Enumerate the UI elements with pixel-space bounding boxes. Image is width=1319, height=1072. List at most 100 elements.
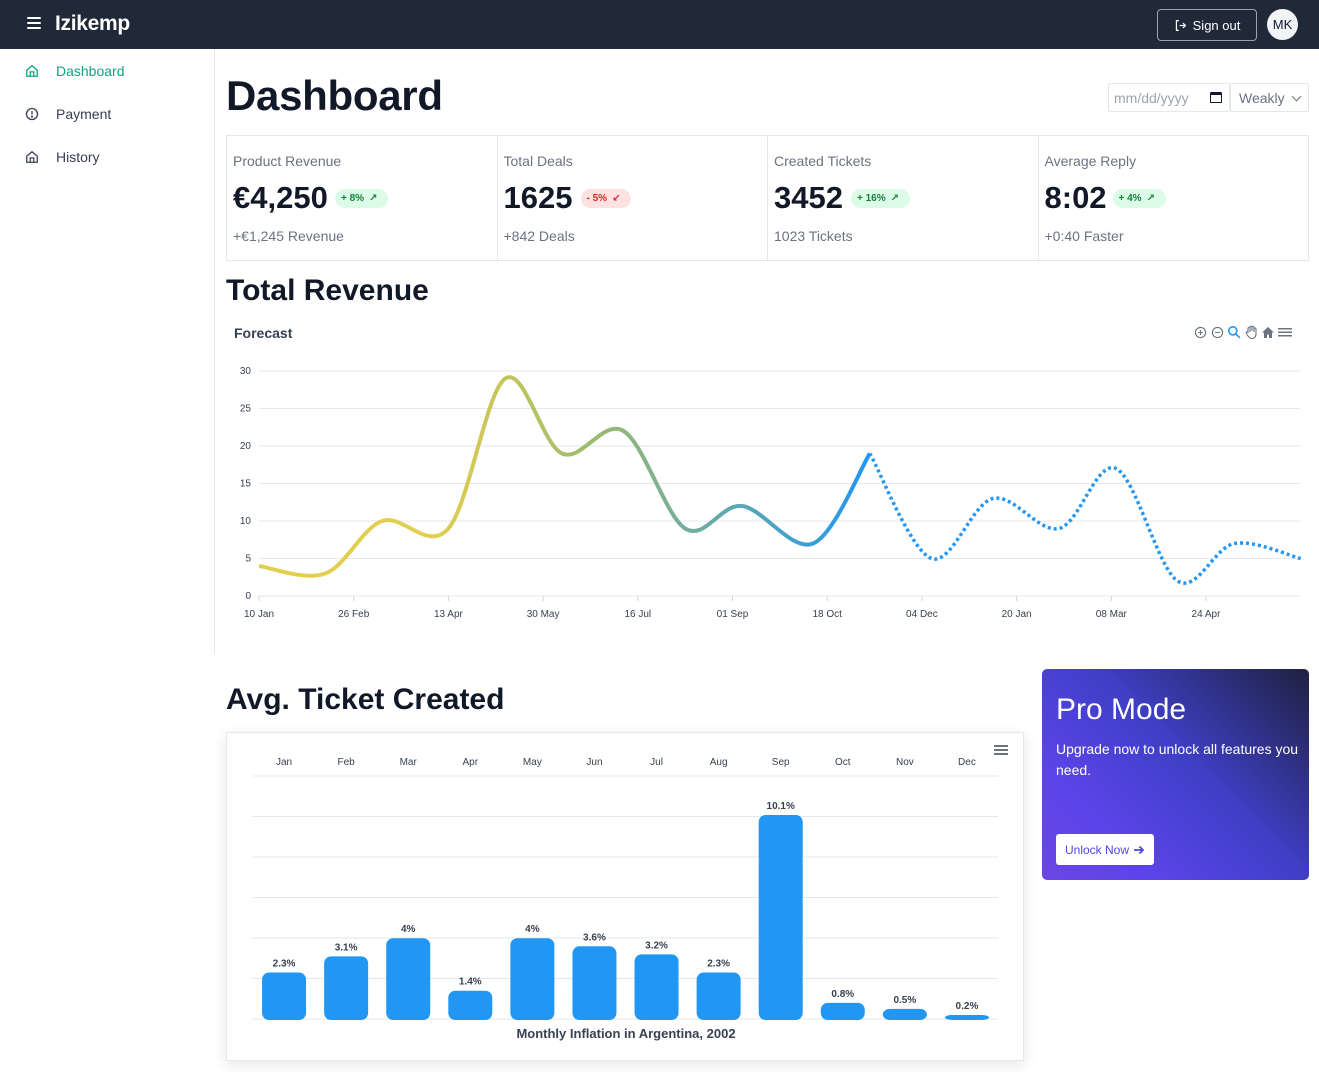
- promo-text: Upgrade now to unlock all features you n…: [1056, 741, 1299, 778]
- data-label: 10.1%: [767, 801, 795, 812]
- x-tick-label: Feb: [338, 757, 356, 768]
- x-tick-label: 10 Jan: [244, 609, 274, 620]
- x-tick-label: 30 May: [527, 609, 560, 620]
- x-tick-label: 08 Mar: [1096, 609, 1128, 620]
- pan-hand-icon[interactable]: [1244, 325, 1258, 339]
- stat-badge: - 5% ↙: [580, 189, 632, 208]
- home-icon: [26, 64, 38, 77]
- x-tick-label: Aug: [710, 757, 728, 768]
- period-select[interactable]: Weakly: [1230, 83, 1309, 112]
- date-input[interactable]: mm/dd/yyyy: [1108, 83, 1230, 112]
- x-tick-label: 01 Sep: [717, 609, 749, 620]
- bar: [820, 1002, 865, 1020]
- magnifier-icon[interactable]: [1227, 325, 1241, 339]
- unlock-now-label: Unlock Now: [1065, 842, 1130, 857]
- chart-toolbar: [1193, 325, 1292, 339]
- data-label: 0.5%: [893, 995, 916, 1006]
- data-label: 2.3%: [707, 959, 730, 970]
- revenue-line-chart[interactable]: 0 5 10 15 20 25 30 10 Jan 26 Feb 13 Apr 30 May 16 J…: [226, 355, 1309, 625]
- x-tick-label: May: [523, 757, 542, 768]
- x-tick-label: Jan: [276, 757, 292, 768]
- stat-card-product-revenue: Product Revenue €4,250 + 8% ↗ +€1,245 Rev…: [227, 136, 498, 260]
- sidebar-item-history[interactable]: History: [25, 146, 100, 168]
- arrow-down-left-icon: ↙: [612, 193, 621, 204]
- ticket-bar-chart[interactable]: Jan 2.3% Feb 3.1% Mar 4% Apr 1.4% May 4% Jun 3.6% Ju…: [227, 733, 1025, 1062]
- bar: [386, 938, 431, 1020]
- stat-value: 1625: [503, 180, 573, 215]
- stat-label: Created Tickets: [774, 153, 872, 169]
- bar: [696, 972, 741, 1020]
- hamburger-menu-icon[interactable]: [27, 17, 41, 31]
- data-label: 4%: [525, 924, 540, 935]
- stat-value: 8:02: [1044, 180, 1107, 215]
- y-tick-label: 25: [240, 404, 252, 415]
- arrow-up-right-icon: ↗: [1146, 193, 1155, 204]
- y-tick-label: 15: [240, 479, 252, 490]
- stat-badge: + 16% ↗: [851, 189, 911, 208]
- bar: [448, 990, 493, 1020]
- y-tick-label: 30: [240, 366, 252, 377]
- stat-label: Average Reply: [1044, 153, 1137, 169]
- revenue-forecast-line: [868, 452, 1302, 585]
- date-placeholder: mm/dd/yyyy: [1114, 89, 1189, 106]
- y-tick-label: 0: [245, 591, 251, 602]
- revenue-actual-line: [258, 375, 872, 578]
- y-tick-label: 10: [240, 516, 252, 527]
- home-reset-icon[interactable]: [1261, 325, 1275, 339]
- stat-sub: +842 Deals: [503, 228, 575, 244]
- bar: [758, 815, 803, 1020]
- sidebar-item-payment[interactable]: Payment: [25, 103, 111, 125]
- top-navbar: Izikemp Sign out MK: [0, 0, 1319, 49]
- alert-circle-icon: [25, 107, 39, 121]
- stat-sub: +€1,245 Revenue: [233, 228, 344, 244]
- stats-cards: Product Revenue €4,250 + 8% ↗ +€1,245 Rev…: [226, 135, 1309, 261]
- x-tick-label: Apr: [463, 757, 479, 768]
- home-icon: [26, 150, 38, 163]
- page-title: Dashboard: [226, 72, 443, 119]
- x-tick-label: 04 Dec: [906, 609, 938, 620]
- bar: [510, 938, 555, 1020]
- chart-title: Forecast: [234, 325, 293, 341]
- y-tick-label: 5: [245, 554, 251, 565]
- calendar-icon[interactable]: [1210, 92, 1222, 103]
- pro-mode-card: Pro Mode Upgrade now to unlock all featu…: [1042, 669, 1309, 880]
- data-label: 1.4%: [459, 977, 482, 988]
- stat-sub: 1023 Tickets: [774, 228, 853, 244]
- y-tick-label: 20: [240, 441, 252, 452]
- stat-card-total-deals: Total Deals 1625 - 5% ↙ +842 Deals: [498, 136, 768, 260]
- stat-sub: +0:40 Faster: [1044, 228, 1124, 244]
- menu-icon[interactable]: [1278, 325, 1292, 339]
- bar: [324, 956, 369, 1020]
- x-tick-label: 20 Jan: [1002, 609, 1032, 620]
- stat-label: Product Revenue: [233, 153, 342, 169]
- unlock-now-button[interactable]: Unlock Now: [1056, 834, 1155, 865]
- avg-ticket-heading: Avg. Ticket Created: [226, 683, 505, 716]
- data-label: 0.8%: [831, 989, 854, 1000]
- arrow-up-right-icon: ↗: [369, 193, 378, 204]
- zoom-out-icon[interactable]: [1210, 325, 1224, 339]
- data-label: 2.3%: [273, 959, 296, 970]
- total-revenue-heading: Total Revenue: [226, 274, 429, 307]
- stat-card-average-reply: Average Reply 8:02 + 4% ↗ +0:40 Faster: [1039, 136, 1309, 260]
- sign-out-button[interactable]: Sign out: [1157, 9, 1257, 41]
- sidebar-item-label: History: [56, 149, 100, 165]
- avatar[interactable]: MK: [1267, 9, 1298, 40]
- bar: [882, 1008, 927, 1020]
- x-tick-label: Jul: [650, 757, 663, 768]
- data-label: 3.1%: [335, 942, 358, 953]
- brand-logo[interactable]: Izikemp: [55, 12, 130, 35]
- x-tick-label: Mar: [400, 757, 418, 768]
- arrow-right-icon: [1134, 845, 1145, 854]
- menu-icon[interactable]: [994, 745, 1008, 756]
- zoom-in-icon[interactable]: [1193, 325, 1207, 339]
- data-label: 3.2%: [645, 940, 668, 951]
- stat-card-created-tickets: Created Tickets 3452 + 16% ↗ 1023 Tickets: [768, 136, 1039, 260]
- sidebar-item-dashboard[interactable]: Dashboard: [25, 60, 125, 82]
- chart-title: Monthly Inflation in Argentina, 2002: [516, 1026, 735, 1041]
- x-tick-label: Sep: [772, 757, 790, 768]
- bar: [944, 1014, 989, 1020]
- period-selected-value: Weakly: [1239, 89, 1285, 106]
- bar: [634, 954, 679, 1020]
- data-label: 4%: [401, 924, 416, 935]
- sidebar-item-label: Payment: [56, 106, 112, 122]
